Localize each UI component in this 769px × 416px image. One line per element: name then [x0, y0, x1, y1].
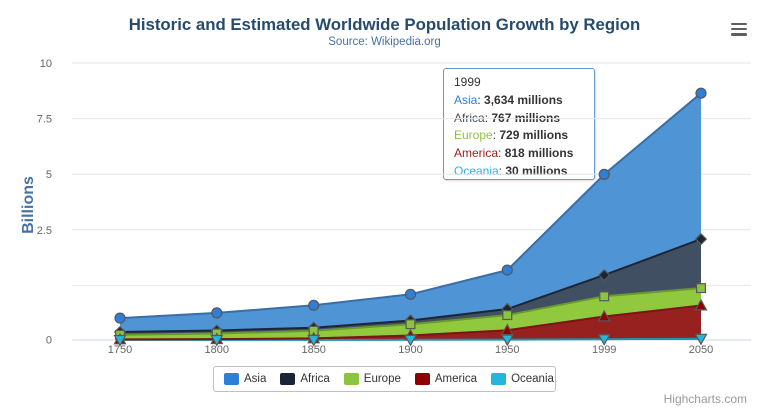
svg-text:1800: 1800	[205, 344, 229, 356]
svg-text:5: 5	[46, 169, 52, 181]
svg-text:1750: 1750	[108, 344, 132, 356]
svg-text:10: 10	[40, 58, 52, 70]
svg-text:1999: 1999	[592, 344, 616, 356]
svg-text:1900: 1900	[398, 344, 422, 356]
svg-text:1850: 1850	[301, 344, 325, 356]
svg-text:2.5: 2.5	[37, 225, 52, 237]
svg-text:2050: 2050	[689, 344, 713, 356]
svg-text:0: 0	[46, 335, 52, 347]
svg-text:1950: 1950	[495, 344, 519, 356]
svg-text:7.5: 7.5	[37, 114, 52, 126]
